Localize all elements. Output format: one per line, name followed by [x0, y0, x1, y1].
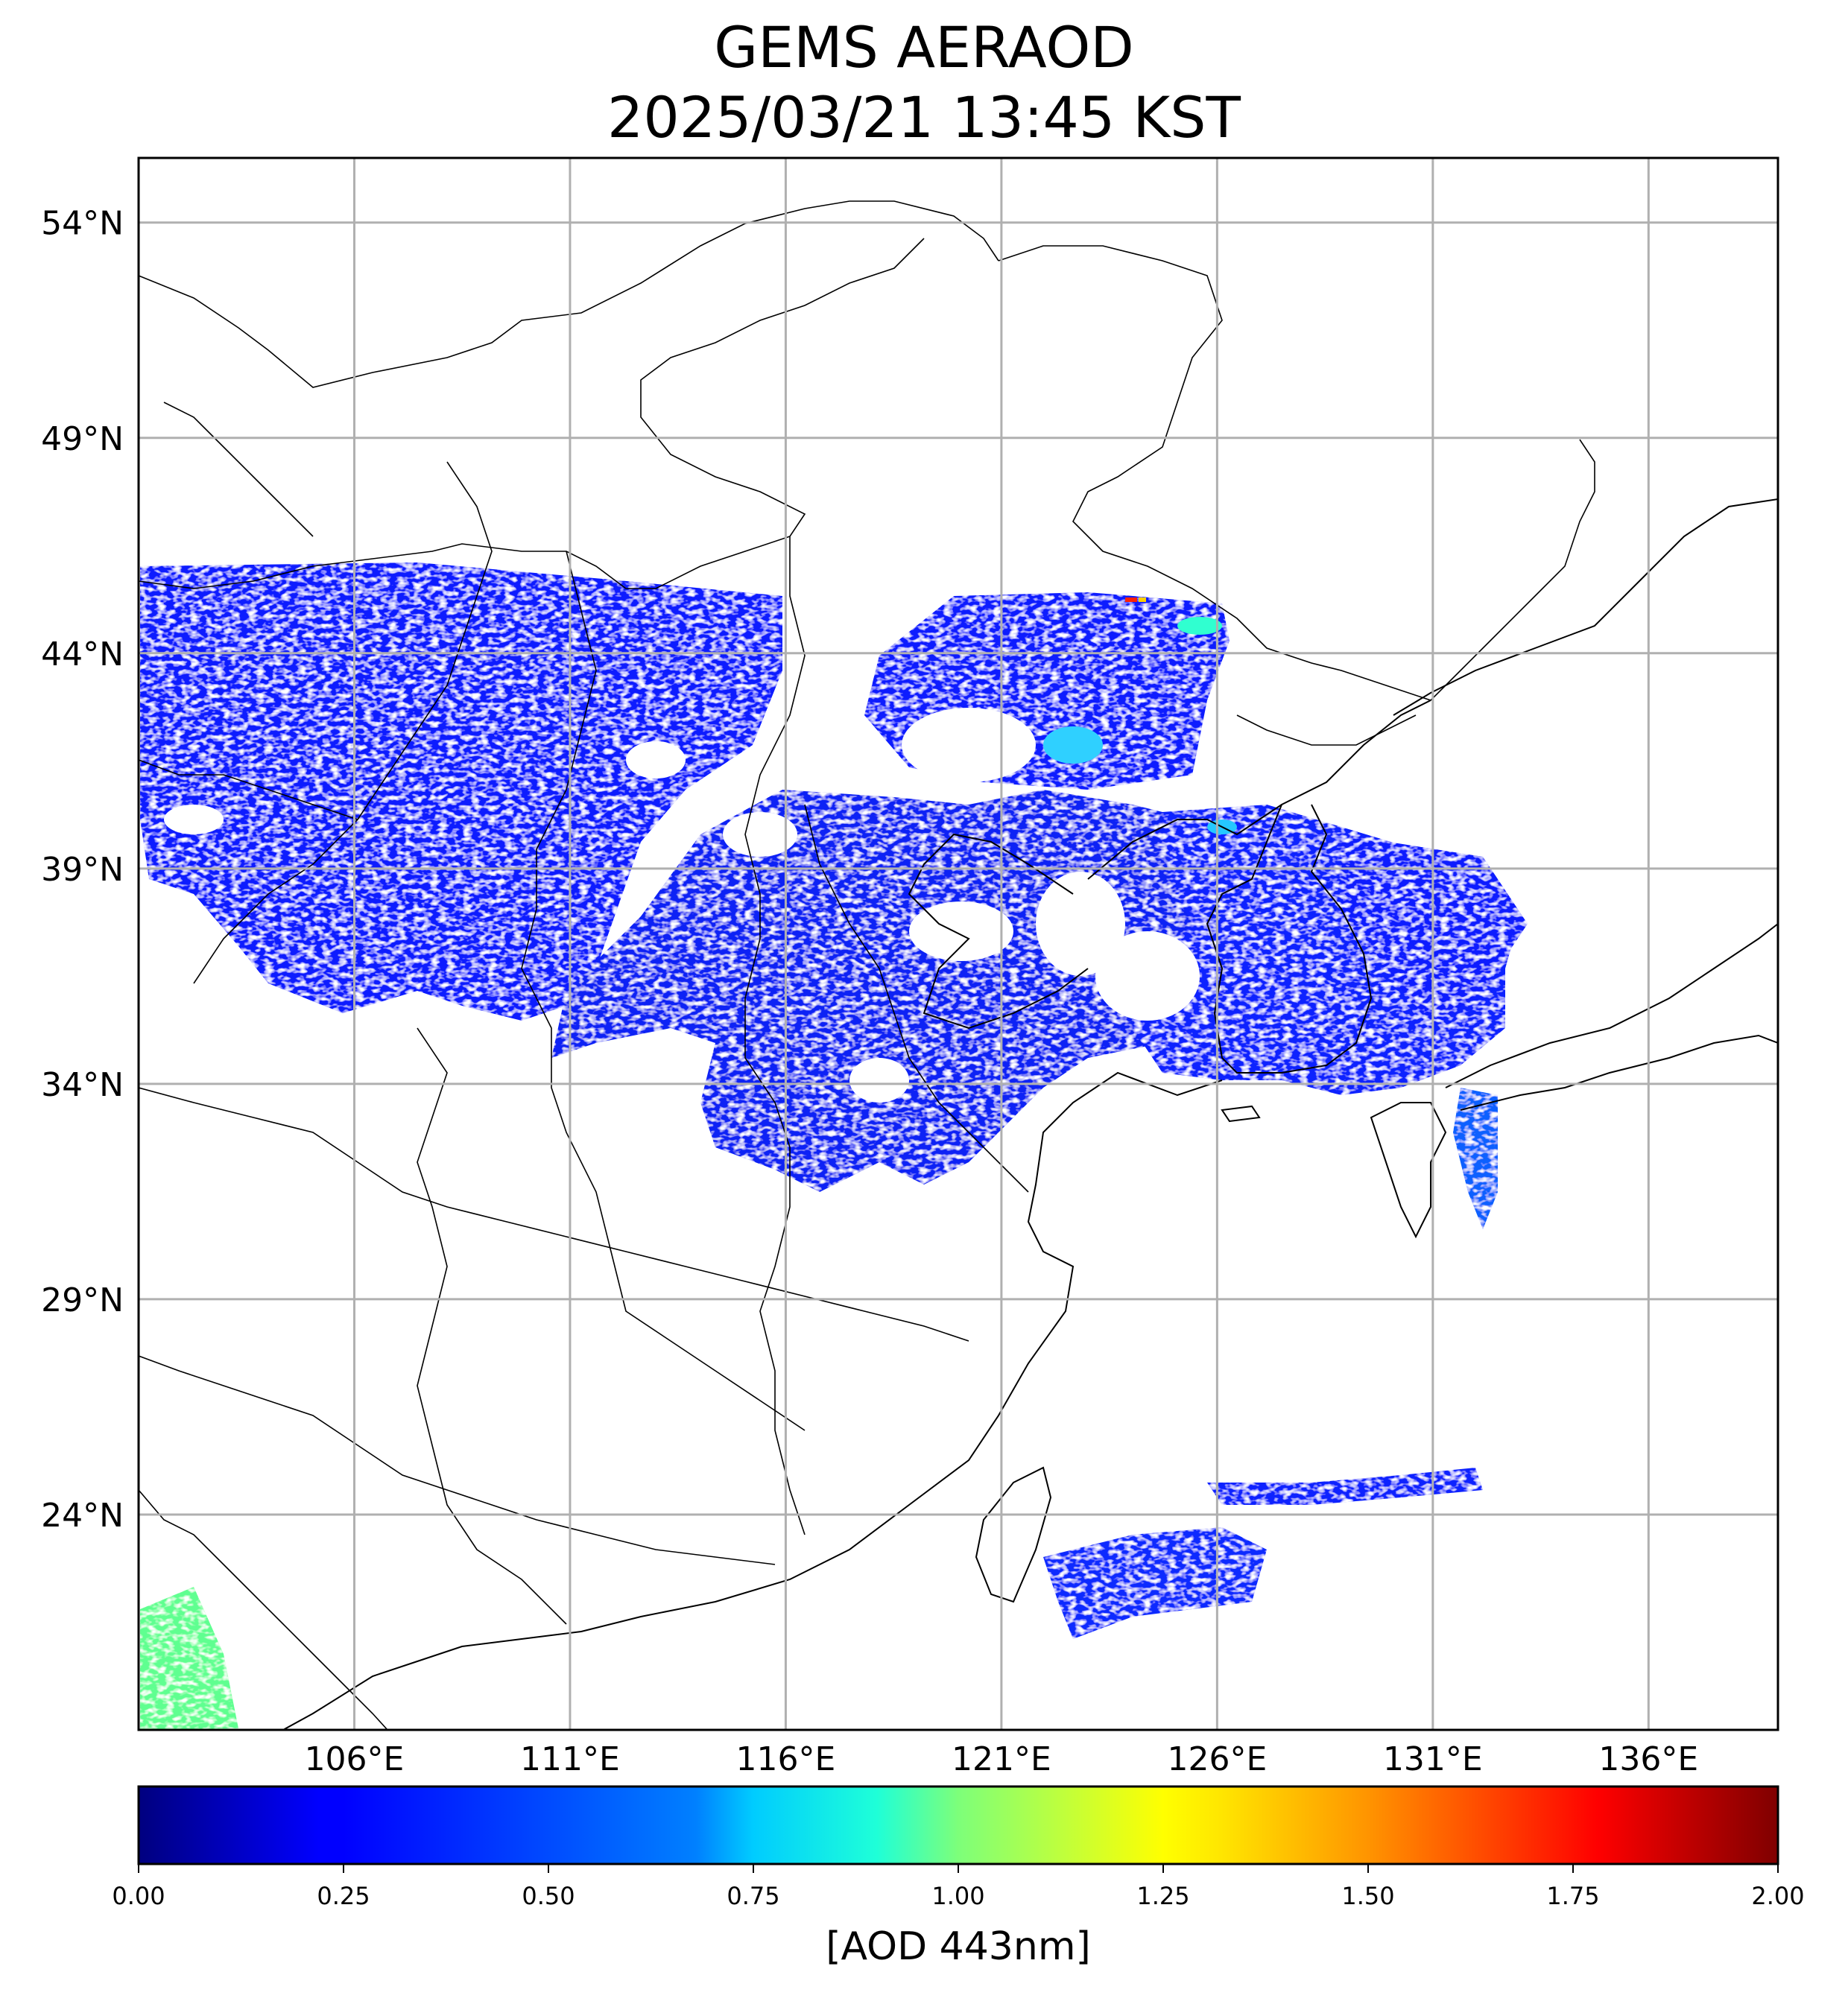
lat-tick-label: 34°N: [41, 1066, 124, 1104]
lon-tick-label: 131°E: [1383, 1740, 1483, 1778]
lat-tick-label: 29°N: [41, 1281, 124, 1319]
lat-tick-label: 24°N: [41, 1497, 124, 1535]
coast-china-east: [282, 1071, 1223, 1730]
colorbar-ticks: 0.00 0.25 0.50 0.75 1.00 1.25 1.50 1.75 2.00: [112, 1864, 1805, 1910]
aod-region-southwest: [140, 1587, 238, 1730]
border-provinces-9: [804, 804, 1029, 1193]
colorbar-label: [AOD 443nm]: [826, 1924, 1091, 1969]
colorbar-tick-label: 1.25: [1136, 1882, 1189, 1910]
colorbar-tick-label: 0.25: [317, 1882, 370, 1910]
coast-japan-kyushu: [1370, 1102, 1447, 1239]
border-provinces-5: [139, 1355, 776, 1565]
lat-tick-label: 39°N: [41, 851, 124, 889]
colorbar-tick-label: 0.50: [522, 1882, 575, 1910]
coast-liaodong: [1087, 700, 1431, 880]
coast-japan-honshu: [1445, 923, 1778, 1088]
gridlines: [139, 158, 1778, 1730]
border-provinces-6: [139, 1489, 388, 1730]
colorbar-tick-label: 1.75: [1546, 1882, 1599, 1910]
lon-tick-label: 116°E: [736, 1740, 836, 1778]
border-china-north-korea: [1236, 714, 1417, 746]
map-timestamp: 2025/03/21 13:45 KST: [607, 84, 1241, 150]
coast-russia-east: [1393, 498, 1778, 716]
aod-region-east-sea: [1341, 834, 1528, 1028]
coast-bohai: [908, 833, 1089, 1030]
coast-korea: [1206, 804, 1373, 1074]
colorbar-tick-label: 2.00: [1751, 1882, 1804, 1910]
border-mongolia-internal: [163, 402, 314, 537]
border-mongolia-russia: [139, 200, 999, 388]
map-frame: [137, 156, 1779, 1731]
aod-region-taiwan-east: [1043, 1527, 1267, 1639]
longitude-labels: 106°E 111°E 116°E 121°E 126°E 131°E 136°E: [305, 1740, 1699, 1778]
lon-tick-label: 106°E: [305, 1740, 405, 1778]
lon-tick-label: 111°E: [520, 1740, 620, 1778]
border-provinces-2: [744, 536, 806, 1535]
latitude-labels: 54°N 49°N 44°N 39°N 34°N 29°N 24°N: [41, 205, 124, 1535]
aod-data-layer: [140, 562, 1528, 1730]
aod-region-west: [140, 562, 782, 1021]
border-provinces-1: [521, 551, 806, 1431]
border-provinces-7: [193, 461, 493, 984]
border-mongolia-china: [139, 238, 925, 589]
colorbar-tick-label: 0.00: [112, 1882, 165, 1910]
coast-japan-shikoku: [1460, 1034, 1778, 1111]
coastlines: [282, 498, 1778, 1730]
lon-tick-label: 121°E: [952, 1740, 1051, 1778]
aod-region-ryukyu: [1207, 1468, 1483, 1505]
coast-taiwan: [975, 1466, 1052, 1603]
lat-tick-label: 49°N: [41, 420, 124, 458]
border-provinces-4: [139, 1087, 969, 1342]
colorbar-tick-label: 1.50: [1341, 1882, 1394, 1910]
lat-tick-label: 54°N: [41, 205, 124, 243]
border-provinces-8: [139, 759, 358, 820]
lon-tick-label: 126°E: [1167, 1740, 1267, 1778]
map-title: GEMS AERAOD: [714, 14, 1134, 80]
aod-region-japan-south: [1453, 1088, 1498, 1229]
lat-tick-label: 44°N: [41, 635, 124, 673]
colorbar-tick-label: 1.00: [931, 1882, 984, 1910]
coast-jeju: [1221, 1105, 1261, 1123]
border-provinces-3: [417, 1027, 567, 1625]
colorbar: [137, 1785, 1779, 1865]
lon-tick-label: 136°E: [1598, 1740, 1698, 1778]
colorbar-tick-label: 0.75: [727, 1882, 779, 1910]
